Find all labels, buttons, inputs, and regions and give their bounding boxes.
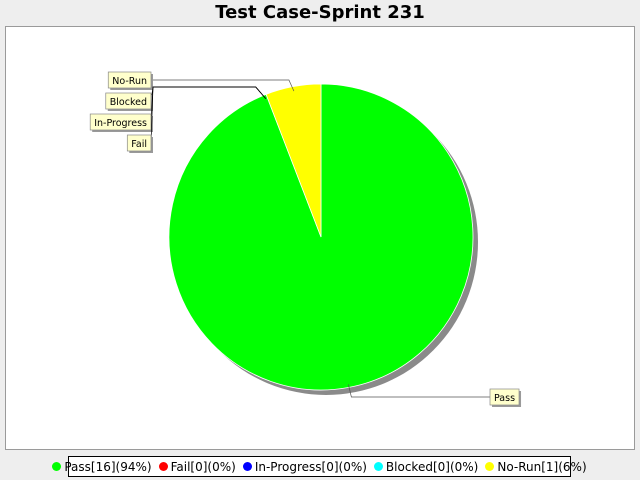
label-link-blocked <box>150 86 267 102</box>
legend-item-fail: Fail[0](0%) <box>158 459 236 474</box>
label-link-fail <box>150 86 267 144</box>
legend-item-in-progress: In-Progress[0](0%) <box>242 459 367 474</box>
label-link-no-run <box>151 79 295 92</box>
legend-item-no-run: No-Run[1](6%) <box>485 459 587 474</box>
pie-slice-no-run <box>265 83 322 238</box>
legend-label-pass: Pass[16](94%) <box>64 459 152 474</box>
legend-item-pass: Pass[16](94%) <box>52 459 152 474</box>
slice-label-box-pass <box>489 388 520 406</box>
legend-label-blocked: Blocked[0](0%) <box>385 459 479 474</box>
legend-swatch-blocked <box>373 462 383 471</box>
label-link-pass <box>348 384 490 398</box>
legend-label-fail: Fail[0](0%) <box>170 459 236 474</box>
slice-label-fail: Fail <box>131 139 147 150</box>
slice-label-blocked: Blocked <box>110 97 147 108</box>
slice-label-box-blocked <box>105 92 152 110</box>
slice-label-box-fail <box>126 134 152 152</box>
legend-item-blocked: Blocked[0](0%) <box>373 459 479 474</box>
legend-label-in-progress: In-Progress[0](0%) <box>254 459 367 474</box>
slice-label-no-run: No-Run <box>112 76 147 87</box>
legend-swatch-fail <box>158 462 168 471</box>
slice-label-box-no-run <box>107 71 152 89</box>
legend-label-no-run: No-Run[1](6%) <box>497 459 587 474</box>
plot-area: Pass No-Run Blocked In-Progress Fail <box>5 26 635 450</box>
slice-label-in-progress: In-Progress <box>94 118 147 129</box>
slice-label-pass: Pass <box>494 393 515 404</box>
slice-label-box-in-progress <box>89 113 152 131</box>
legend-swatch-no-run <box>485 462 495 471</box>
chart-title: Test Case-Sprint 231 <box>215 2 425 23</box>
legend: Pass[16](94%) Fail[0](0%) In-Progress[0](0… <box>52 456 587 477</box>
pie-chart: Pass No-Run Blocked In-Progress Fail <box>89 71 522 407</box>
legend-swatch-in-progress <box>242 462 252 471</box>
legend-swatch-pass <box>52 462 62 471</box>
